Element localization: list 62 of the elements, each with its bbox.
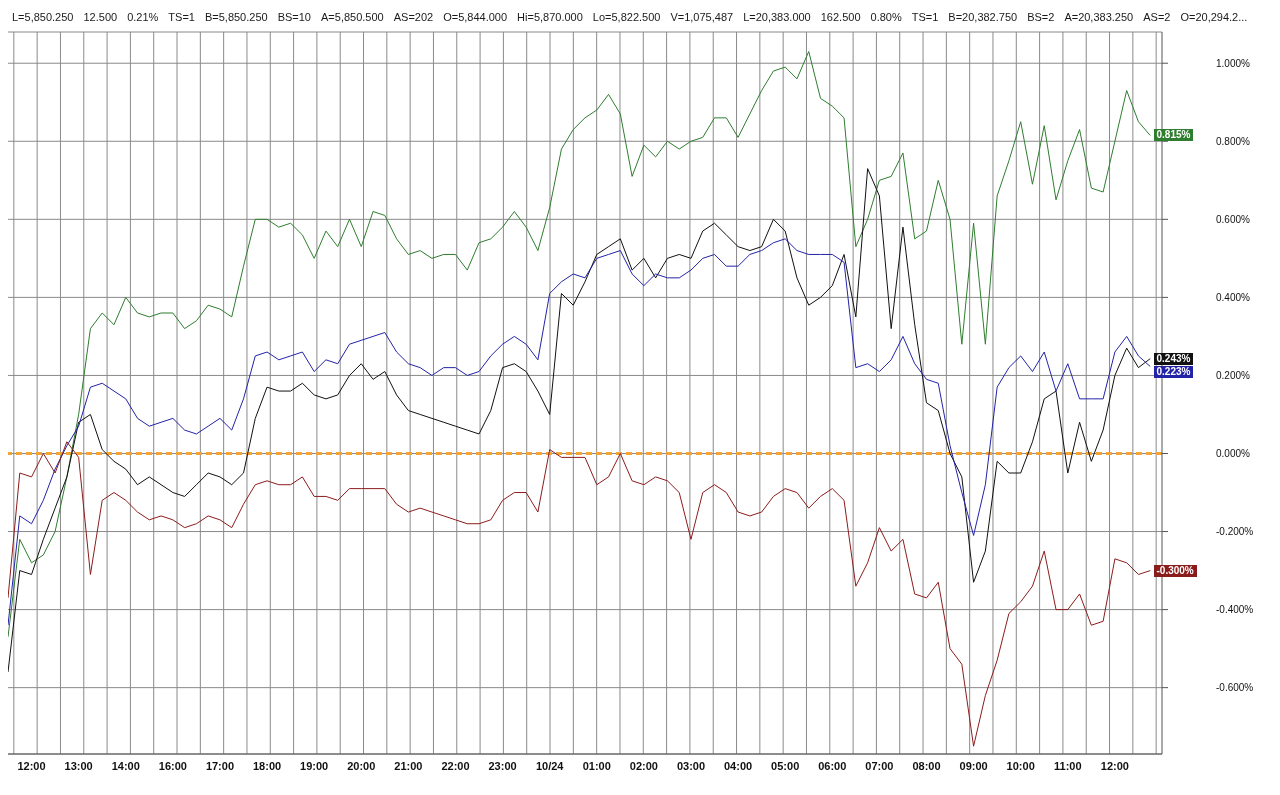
x-tick-label: 12:00 [1100, 759, 1129, 772]
text: TS=1 [911, 11, 939, 23]
y-tick-label: -0.600% [1216, 682, 1254, 694]
text: O=5,844.000 [443, 11, 508, 23]
y-tick-label: 0.600% [1216, 213, 1251, 225]
line-series [8, 441, 1151, 747]
y-tick-label: -0.400% [1216, 604, 1254, 616]
data-label: -0.300% [1153, 564, 1197, 577]
x-tick-label: 05:00 [771, 759, 800, 772]
text: L=5,850.250 [12, 11, 74, 23]
data-label: 0.223% [1153, 365, 1194, 378]
x-tick-label: 09:00 [959, 759, 988, 772]
x-tick-label: 21:00 [394, 759, 423, 772]
y-tick-label: 0.200% [1216, 369, 1251, 381]
y-tick-label: 0.800% [1216, 135, 1251, 147]
text: 162.500 [820, 11, 861, 23]
text: AS=2 [1143, 11, 1171, 23]
x-tick-label: 22:00 [441, 759, 470, 772]
x-tick-label: 10:00 [1006, 759, 1035, 772]
y-tick-label: 0.400% [1216, 291, 1251, 303]
x-tick-label: 17:00 [205, 759, 235, 772]
y-tick-label: 1.000% [1216, 57, 1251, 69]
text: 12.500 [83, 11, 118, 23]
x-tick-label: 10/24 [535, 759, 565, 772]
line-series [8, 51, 1151, 638]
text: A=5,850.500 [321, 11, 384, 23]
x-tick-label: 01:00 [582, 759, 611, 772]
text: Hi=5,870.000 [517, 11, 583, 23]
text: 0.80% [870, 11, 902, 23]
x-tick-label: 06:00 [818, 759, 847, 772]
x-tick-label: 23:00 [488, 759, 517, 772]
x-tick-label: 16:00 [158, 759, 187, 772]
text: BS=10 [277, 11, 311, 23]
text: 0.21% [127, 11, 159, 23]
x-tick-label: 07:00 [865, 759, 894, 772]
text: Lo=5,822.500 [592, 11, 661, 23]
text: B=20,382.750 [948, 11, 1018, 23]
x-tick-label: 14:00 [111, 759, 140, 772]
data-label: 0.815% [1153, 129, 1194, 142]
x-tick-label: 12:00 [17, 759, 46, 772]
data-label: 0.243% [1153, 352, 1194, 365]
text: O=20,294.2... [1180, 11, 1248, 23]
x-tick-label: 13:00 [64, 759, 93, 772]
text: TS=1 [168, 11, 195, 23]
text: B=5,850.250 [204, 11, 268, 23]
x-tick-label: 20:00 [347, 759, 376, 772]
line-series [8, 168, 1151, 673]
y-tick-label: 0.000% [1216, 448, 1251, 460]
text: BS=2 [1027, 11, 1055, 23]
x-tick-label: 03:00 [676, 759, 706, 772]
text: L=20,383.000 [743, 11, 811, 23]
x-tick-label: 18:00 [252, 759, 282, 772]
x-tick-label: 02:00 [629, 759, 658, 772]
text: AS=202 [393, 11, 434, 23]
x-tick-label: 11:00 [1054, 759, 1082, 772]
y-tick-label: -0.200% [1216, 526, 1254, 538]
text: V=1,075,487 [670, 11, 734, 23]
x-tick-label: 19:00 [300, 759, 329, 772]
x-tick-label: 04:00 [724, 759, 753, 772]
x-tick-label: 08:00 [912, 759, 941, 772]
text: A=20,383.250 [1064, 11, 1134, 23]
line-series [8, 238, 1151, 626]
